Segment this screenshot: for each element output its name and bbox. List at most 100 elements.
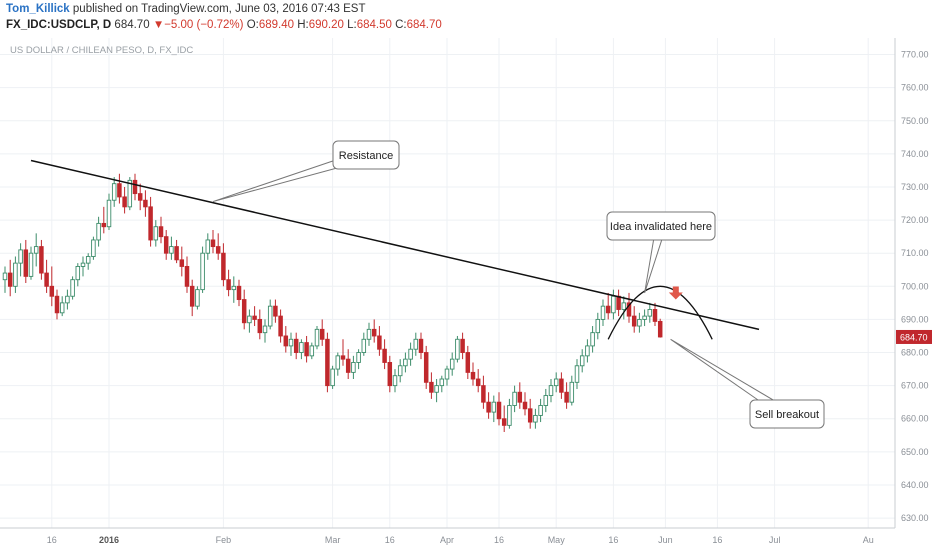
candle-body[interactable] — [657, 320, 663, 338]
candle-body[interactable] — [226, 279, 231, 291]
candle-body[interactable] — [309, 345, 315, 357]
candle-body[interactable] — [387, 362, 393, 387]
candle-body[interactable] — [626, 302, 632, 317]
candle-body[interactable] — [371, 328, 377, 337]
candle-body[interactable] — [122, 196, 127, 208]
candle-body[interactable] — [408, 348, 413, 360]
candle-body[interactable] — [423, 352, 429, 383]
candle-body[interactable] — [262, 325, 268, 334]
candle-body[interactable] — [455, 338, 460, 360]
candle-body[interactable] — [501, 418, 507, 426]
candle-body[interactable] — [33, 246, 39, 254]
candle-body[interactable] — [39, 246, 44, 274]
candle-body[interactable] — [470, 371, 476, 380]
candle-body[interactable] — [335, 355, 341, 370]
candle-body[interactable] — [7, 272, 13, 287]
candle-body[interactable] — [85, 256, 91, 264]
author-link[interactable]: Tom_Killick — [6, 3, 70, 15]
candle-body[interactable] — [507, 405, 512, 426]
candle-body[interactable] — [65, 295, 70, 304]
candle-body[interactable] — [210, 239, 216, 248]
candle-body[interactable] — [418, 338, 424, 353]
candle-body[interactable] — [163, 236, 169, 254]
candle-body[interactable] — [44, 272, 49, 287]
candle-body[interactable] — [548, 385, 554, 397]
candle-body[interactable] — [23, 249, 29, 277]
candle-body[interactable] — [600, 305, 606, 320]
candle-body[interactable] — [631, 315, 637, 327]
candle-body[interactable] — [106, 199, 112, 228]
candle-body[interactable] — [252, 315, 257, 320]
candle-body[interactable] — [75, 265, 81, 281]
rounding-top-arc[interactable] — [607, 285, 713, 340]
candle-body[interactable] — [143, 199, 148, 208]
candle-body[interactable] — [184, 265, 190, 287]
candle-body[interactable] — [96, 222, 101, 241]
candle-body[interactable] — [538, 405, 543, 416]
candle-body[interactable] — [330, 368, 335, 387]
candle-body[interactable] — [293, 338, 299, 353]
candle-body[interactable] — [527, 408, 533, 423]
candle-body[interactable] — [299, 342, 304, 353]
candle-body[interactable] — [460, 338, 465, 353]
candle-body[interactable] — [652, 309, 658, 322]
candle-body[interactable] — [18, 249, 23, 264]
candle-body[interactable] — [595, 318, 601, 334]
candle-body[interactable] — [59, 302, 65, 314]
candle-body[interactable] — [429, 381, 434, 393]
candle-body[interactable] — [28, 252, 34, 277]
candle-body[interactable] — [247, 315, 252, 324]
candle-body[interactable] — [569, 381, 575, 403]
callout[interactable]: Sell breakout — [670, 338, 825, 429]
candle-body[interactable] — [169, 246, 174, 254]
candle-body[interactable] — [611, 295, 616, 314]
candle-body[interactable] — [397, 365, 403, 377]
candle-body[interactable] — [158, 226, 164, 238]
candle-body[interactable] — [236, 285, 242, 301]
callout[interactable]: Idea invalidated here — [606, 211, 716, 294]
candle-body[interactable] — [377, 335, 382, 350]
candle-body[interactable] — [283, 335, 289, 347]
candle-body[interactable] — [314, 328, 320, 347]
candle-body[interactable] — [345, 358, 351, 373]
candle-body[interactable] — [616, 295, 621, 310]
candle-body[interactable] — [91, 239, 96, 257]
candle-body[interactable] — [54, 295, 60, 314]
candle-body[interactable] — [465, 352, 471, 373]
candle-body[interactable] — [403, 358, 408, 367]
candle-body[interactable] — [361, 338, 367, 353]
candle-body[interactable] — [356, 352, 361, 363]
candle-body[interactable] — [117, 183, 122, 198]
candle-body[interactable] — [605, 305, 611, 314]
candle-body[interactable] — [148, 206, 153, 241]
candle-body[interactable] — [553, 378, 559, 387]
candle-body[interactable] — [111, 183, 117, 201]
candle-body[interactable] — [13, 262, 18, 287]
candle-body[interactable] — [382, 348, 387, 363]
candle-body[interactable] — [564, 391, 569, 403]
candle-body[interactable] — [486, 401, 491, 413]
candle-body[interactable] — [579, 355, 585, 367]
candle-body[interactable] — [49, 285, 55, 297]
candle-body[interactable] — [257, 318, 263, 334]
candle-body[interactable] — [304, 342, 309, 357]
candle-body[interactable] — [273, 305, 278, 317]
candle-body[interactable] — [189, 285, 195, 307]
candle-body[interactable] — [80, 262, 86, 267]
candle-body[interactable] — [132, 179, 138, 195]
candle-body[interactable] — [366, 328, 372, 340]
candle-body[interactable] — [174, 246, 179, 261]
candle-body[interactable] — [637, 318, 642, 327]
candle-body[interactable] — [647, 309, 653, 317]
candle-body[interactable] — [153, 226, 159, 241]
candle-body[interactable] — [278, 315, 283, 337]
candle-body[interactable] — [590, 332, 595, 347]
candle-body[interactable] — [288, 338, 294, 347]
candle-body[interactable] — [496, 401, 502, 420]
candle-body[interactable] — [241, 299, 247, 324]
candle-body[interactable] — [512, 391, 517, 406]
candle-body[interactable] — [559, 378, 564, 393]
candle-body[interactable] — [392, 375, 398, 387]
candle-body[interactable] — [642, 315, 647, 320]
